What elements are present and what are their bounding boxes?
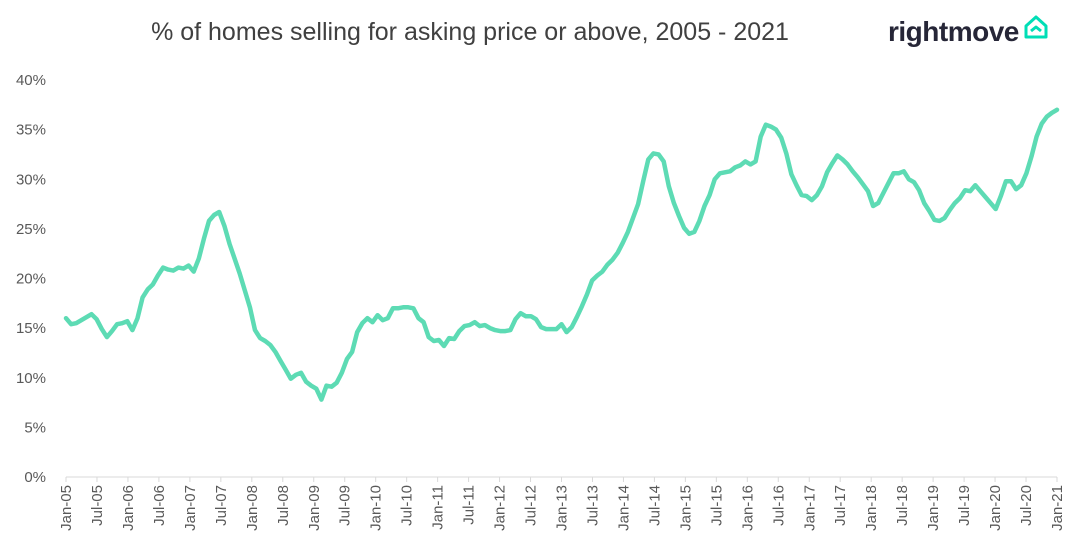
x-tick-label: Jul-18 [894, 485, 911, 526]
x-tick-label: Jul-13 [584, 485, 601, 526]
x-tick-label: Jan-20 [987, 485, 1004, 531]
x-tick-label: Jul-06 [151, 485, 168, 526]
x-tick-label: Jul-08 [275, 485, 292, 526]
x-tick-label: Jan-15 [677, 485, 694, 531]
x-tick-label: Jan-19 [925, 485, 942, 531]
x-tick-label: Jan-10 [368, 485, 385, 531]
x-tick-label: Jul-17 [832, 485, 849, 526]
x-tick-label: Jan-11 [430, 485, 447, 530]
x-tick-label: Jul-15 [708, 485, 725, 526]
y-tick-label: 5% [24, 419, 46, 436]
x-tick-label: Jul-07 [213, 485, 230, 526]
x-tick-label: Jan-06 [120, 485, 137, 531]
y-tick-label: 0% [24, 469, 46, 486]
x-tick-label: Jul-09 [337, 485, 354, 526]
x-tick-label: Jan-07 [182, 485, 199, 531]
x-tick-label: Jan-13 [554, 485, 571, 531]
x-tick-label: Jan-09 [306, 485, 323, 531]
x-tick-label: Jan-18 [863, 485, 880, 531]
y-axis: 0% 5% 10% 15% 20% 25% 30% 35% 40% [16, 72, 46, 486]
x-tick-label: Jan-21 [1049, 485, 1066, 531]
y-tick-label: 40% [16, 72, 46, 89]
y-tick-label: 15% [16, 320, 46, 337]
y-tick-label: 30% [16, 171, 46, 188]
x-tick-label: Jan-16 [739, 485, 756, 531]
x-tick-label: Jul-05 [89, 485, 106, 526]
x-tick-label: Jan-14 [615, 485, 632, 531]
logo-text: rightmove [888, 16, 1019, 47]
chart-title: % of homes selling for asking price or a… [151, 18, 789, 46]
x-tick-label: Jan-17 [801, 485, 818, 531]
y-tick-label: 25% [16, 221, 46, 238]
y-tick-label: 10% [16, 370, 46, 387]
y-tick-label: 35% [16, 122, 46, 139]
house-icon [1023, 14, 1049, 45]
x-tick-label: Jan-08 [244, 485, 261, 531]
series-line [63, 107, 1060, 402]
x-tick-label: Jul-12 [523, 485, 540, 526]
x-tick-label: Jul-20 [1018, 485, 1035, 526]
x-tick-label: Jan-12 [492, 485, 509, 531]
x-tick-label: Jan-05 [58, 485, 75, 531]
x-tick-label: Jul-10 [399, 485, 416, 526]
rightmove-logo: rightmove [888, 10, 1049, 54]
x-tick-label: Jul-14 [646, 485, 663, 526]
x-tick-label: Jul-19 [956, 485, 973, 526]
x-axis: Jan-05 Jul-05 Jan-06 Jul-06 Jan-07 Jul-07 Jan-… [58, 477, 1066, 531]
x-tick-label: Jul-11 [461, 485, 478, 525]
x-tick-label: Jul-16 [770, 485, 787, 526]
y-tick-label: 20% [16, 271, 46, 288]
